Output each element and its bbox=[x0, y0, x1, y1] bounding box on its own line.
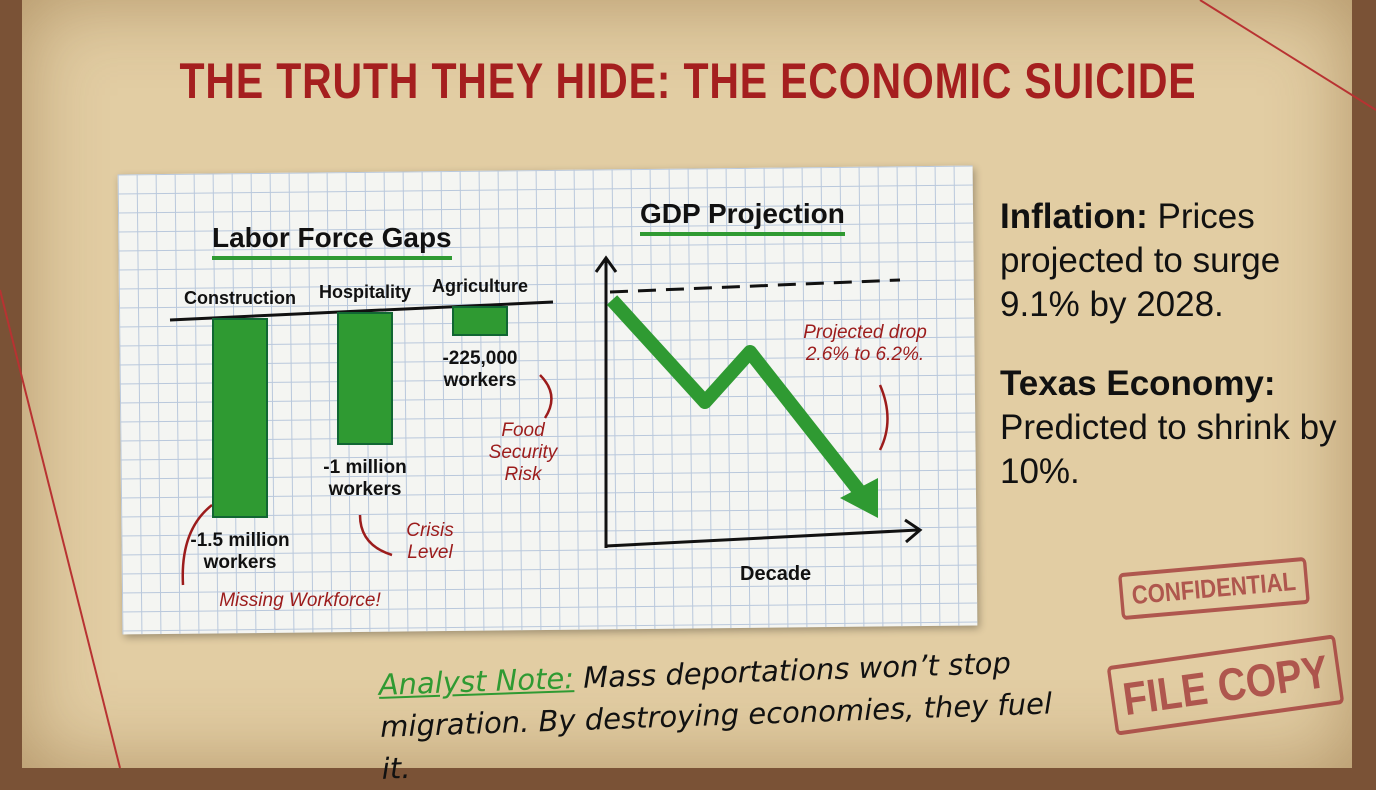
annotation: Missing Workforce! bbox=[219, 590, 381, 611]
string bbox=[0, 289, 121, 768]
fact: Texas Economy: Predicted to shrink by 10… bbox=[1000, 362, 1340, 494]
chart-title: GDP Projection bbox=[640, 198, 845, 236]
annotation-arrow bbox=[878, 384, 889, 451]
bar-baseline bbox=[169, 300, 554, 322]
charts bbox=[0, 0, 1376, 768]
category-label: Agriculture bbox=[431, 276, 529, 296]
annotation-arrow bbox=[358, 514, 393, 557]
bar bbox=[212, 318, 268, 518]
fact-text: Prices projected to surge 9.1% by 2028. bbox=[1000, 197, 1281, 324]
annotation-arrow bbox=[539, 374, 553, 419]
fact: Inflation: Prices projected to surge 9.1… bbox=[1000, 195, 1340, 327]
category-label: Construction bbox=[184, 288, 296, 308]
string bbox=[1199, 0, 1376, 111]
bar bbox=[452, 306, 508, 336]
fact-text: Predicted to shrink by 10%. bbox=[1000, 408, 1337, 491]
bar bbox=[337, 312, 393, 446]
analyst-note: Analyst Note: Mass deportations won’t st… bbox=[378, 640, 1062, 790]
y-axis-arrow bbox=[594, 255, 618, 273]
annotation: Crisis Level bbox=[406, 520, 454, 563]
category-label: Hospitality bbox=[318, 282, 412, 302]
annotation-arrow bbox=[181, 504, 213, 586]
x-axis-arrow bbox=[904, 518, 923, 544]
gdp-arrow-head bbox=[840, 478, 878, 518]
chart-title: Labor Force Gaps bbox=[212, 222, 452, 260]
x-axis-label: Decade bbox=[740, 563, 812, 585]
annotation: Projected drop 2.6% to 6.2%. bbox=[803, 322, 927, 365]
title: THE TRUTH THEY HIDE: THE ECONOMIC SUICID… bbox=[179, 53, 1197, 109]
fact-label: Texas Economy: bbox=[1000, 364, 1276, 403]
x-axis bbox=[605, 528, 919, 548]
fact-label: Inflation: bbox=[1000, 197, 1148, 236]
value-label: -225,000 workers bbox=[442, 348, 518, 391]
value-label: -1.5 million workers bbox=[190, 530, 290, 573]
note-label: Analyst Note: bbox=[378, 661, 575, 702]
baseline-dashed bbox=[609, 278, 901, 294]
annotation: Food Security Risk bbox=[488, 420, 558, 485]
gdp-trend-arrow bbox=[606, 295, 866, 497]
value-label: -1 million workers bbox=[323, 457, 407, 501]
